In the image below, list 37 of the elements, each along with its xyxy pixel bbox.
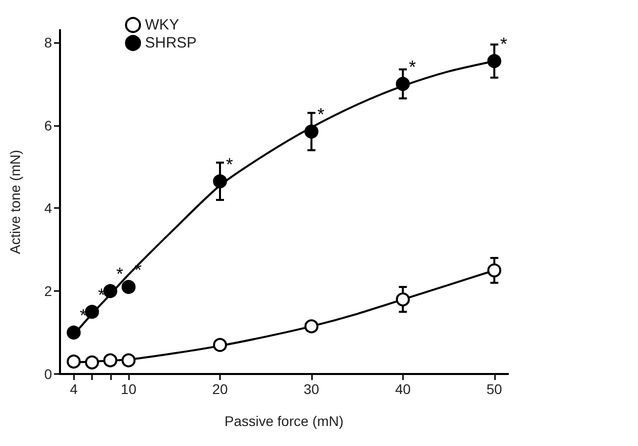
point bbox=[213, 174, 227, 188]
x-tick-label: 40 bbox=[395, 381, 411, 397]
point bbox=[304, 319, 318, 334]
y-tick-label: 6 bbox=[44, 117, 52, 134]
annotation: * bbox=[500, 34, 508, 54]
annotation: * bbox=[408, 56, 416, 77]
point bbox=[122, 353, 136, 368]
point bbox=[396, 292, 410, 306]
point bbox=[85, 355, 99, 370]
annotation: * bbox=[116, 264, 124, 284]
annotation: * bbox=[80, 306, 87, 326]
point bbox=[103, 353, 118, 368]
point bbox=[396, 76, 410, 91]
point bbox=[66, 354, 81, 369]
legend-label: WKY bbox=[145, 16, 180, 34]
point bbox=[85, 304, 99, 319]
y-axis-title: Active tone (mN) bbox=[7, 150, 23, 254]
x-axis-title: Passive force (mN) bbox=[224, 413, 344, 429]
x-tick-label: 20 bbox=[212, 381, 228, 397]
point bbox=[487, 54, 502, 68]
point bbox=[103, 284, 118, 298]
point bbox=[304, 124, 318, 139]
x-tick-label: 30 bbox=[304, 381, 320, 397]
y-tick-label: 4 bbox=[44, 200, 52, 216]
point bbox=[213, 338, 227, 352]
x-tick-label: 10 bbox=[120, 381, 137, 397]
point bbox=[122, 280, 136, 294]
legend-label: SHRSP bbox=[145, 34, 197, 52]
point bbox=[487, 263, 502, 278]
x-tick-label: 50 bbox=[486, 381, 502, 397]
annotation: * bbox=[317, 104, 324, 125]
annotation: * bbox=[226, 154, 234, 174]
y-tick-label: 2 bbox=[44, 283, 52, 300]
point bbox=[66, 326, 81, 340]
x-tick-label: 4 bbox=[70, 381, 78, 397]
y-tick-label: 0 bbox=[44, 366, 52, 382]
y-tick-label: 8 bbox=[44, 34, 52, 50]
